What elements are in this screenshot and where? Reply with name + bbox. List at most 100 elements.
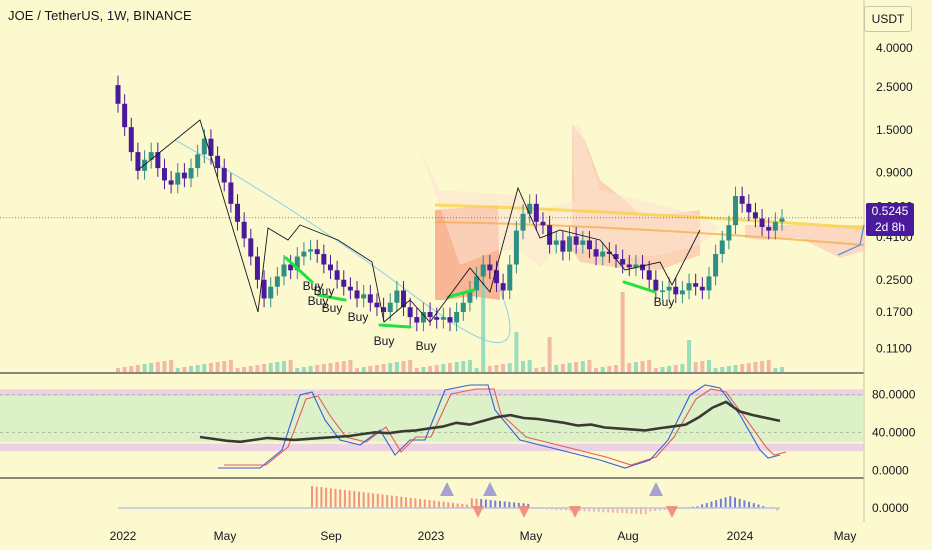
signal-up-marker: [649, 482, 663, 496]
volume-bar: [454, 362, 459, 372]
volume-bar: [189, 366, 194, 372]
volume-bar: [680, 364, 685, 372]
candle-body: [161, 168, 167, 181]
candle-body: [586, 240, 592, 250]
histogram-bar: [616, 508, 619, 513]
volume-bar: [162, 361, 167, 372]
candle-body: [115, 85, 121, 104]
histogram-bar: [466, 504, 469, 509]
histogram-bar: [513, 502, 516, 509]
price-tick-label: 4.0000: [876, 41, 913, 55]
histogram-bar: [353, 491, 356, 509]
candle-body: [168, 180, 174, 185]
volume-bar: [235, 368, 240, 372]
volume-bar: [614, 365, 618, 372]
volume-bar: [487, 366, 492, 372]
volume-bar: [740, 364, 745, 372]
currency-button[interactable]: USDT: [864, 6, 912, 32]
candle-body: [327, 264, 333, 271]
histogram-bar: [456, 503, 459, 509]
candle-body: [454, 312, 460, 323]
candle-body: [374, 302, 380, 308]
candle-body: [321, 254, 327, 265]
candle-body: [347, 286, 353, 291]
histogram-bar: [734, 497, 736, 509]
volume-bar: [149, 363, 154, 372]
volume-bar: [534, 368, 539, 372]
volume-bar: [467, 360, 472, 372]
histogram-bar: [715, 500, 718, 509]
volume-bar: [514, 332, 519, 372]
oscillator-tick-label: 0.0000: [872, 463, 909, 477]
volume-bar: [275, 362, 280, 372]
buy-label: Buy: [416, 339, 437, 353]
candle-body: [181, 172, 187, 179]
volume-bar: [208, 363, 213, 372]
candle-body: [420, 312, 426, 323]
buy-line: [284, 256, 314, 284]
candle-body: [713, 254, 719, 277]
volume-bar: [328, 363, 333, 372]
histogram-bar: [748, 501, 751, 509]
volume-bar: [673, 365, 678, 372]
oscillator-tick-label: 40.0000: [872, 425, 916, 439]
stoch-k-line: [218, 384, 781, 469]
volume-bar: [135, 365, 140, 372]
histogram-bar: [405, 497, 407, 509]
cloud-pink: [420, 125, 720, 268]
candle-body: [414, 317, 420, 323]
volume-bar: [268, 363, 273, 372]
volume-bar: [720, 367, 725, 372]
price-tick-label: 0.1100: [876, 341, 912, 355]
candle-body: [626, 264, 632, 268]
histogram-bar: [442, 501, 445, 509]
candle-body: [274, 276, 280, 287]
volume-bar: [215, 362, 220, 372]
candle-body: [248, 238, 254, 257]
histogram-bar: [489, 500, 492, 509]
band-yellow: [434, 203, 865, 230]
histogram-bar: [630, 508, 633, 514]
histogram-bar: [578, 508, 581, 511]
candle-body: [640, 264, 646, 271]
candle-body: [620, 259, 626, 265]
volume-bar: [202, 364, 207, 372]
histogram-bar: [348, 490, 351, 509]
volume-bar: [773, 368, 778, 372]
candle-body: [367, 294, 373, 303]
buy-line: [316, 293, 347, 302]
volume-bar: [660, 367, 665, 372]
symbol-title: JOE / TetherUS, 1W, BINANCE: [8, 8, 192, 23]
histogram-bar: [320, 487, 323, 509]
volume-bar: [129, 366, 134, 372]
volume-bar: [726, 366, 731, 372]
volume-bar: [142, 364, 147, 372]
volume-bar: [408, 360, 413, 372]
oscillator-tick-label: 80.0000: [872, 387, 916, 401]
volume-bar: [321, 364, 326, 372]
histogram-bar: [452, 502, 454, 509]
price-tick-label: 0.2500: [876, 273, 913, 287]
candle-body: [308, 249, 314, 252]
candle-body: [726, 225, 732, 241]
volume-bar: [434, 365, 439, 372]
histogram-bar: [593, 508, 595, 512]
volume-bar: [647, 360, 652, 372]
volume-bar: [348, 360, 353, 372]
histogram-bar: [597, 508, 600, 512]
candle-body: [540, 221, 546, 226]
stoch-d-line: [224, 388, 787, 466]
time-tick-label: 2022: [110, 529, 137, 543]
histogram-bar: [390, 495, 393, 509]
volume-bar: [653, 368, 658, 372]
volume-bar: [255, 365, 260, 372]
buy-label: Buy: [308, 294, 329, 308]
histogram-bar: [752, 503, 755, 509]
histogram-bar: [339, 489, 342, 509]
histogram-bar: [362, 492, 365, 509]
time-tick-label: May: [834, 529, 857, 543]
time-tick-label: May: [520, 529, 543, 543]
volume-bar: [441, 364, 446, 372]
histogram-bar: [607, 508, 610, 513]
